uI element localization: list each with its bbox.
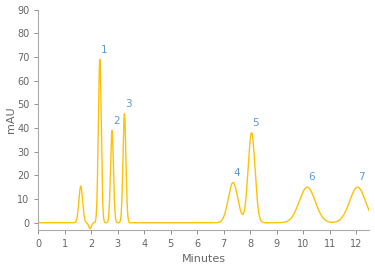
X-axis label: Minutes: Minutes xyxy=(182,254,226,264)
Text: 4: 4 xyxy=(234,168,240,178)
Text: 5: 5 xyxy=(252,118,259,128)
Text: 6: 6 xyxy=(308,173,315,183)
Text: 3: 3 xyxy=(125,99,132,109)
Y-axis label: mAU: mAU xyxy=(6,106,15,133)
Text: 7: 7 xyxy=(358,173,365,183)
Text: 1: 1 xyxy=(100,45,107,55)
Text: 2: 2 xyxy=(113,116,119,126)
